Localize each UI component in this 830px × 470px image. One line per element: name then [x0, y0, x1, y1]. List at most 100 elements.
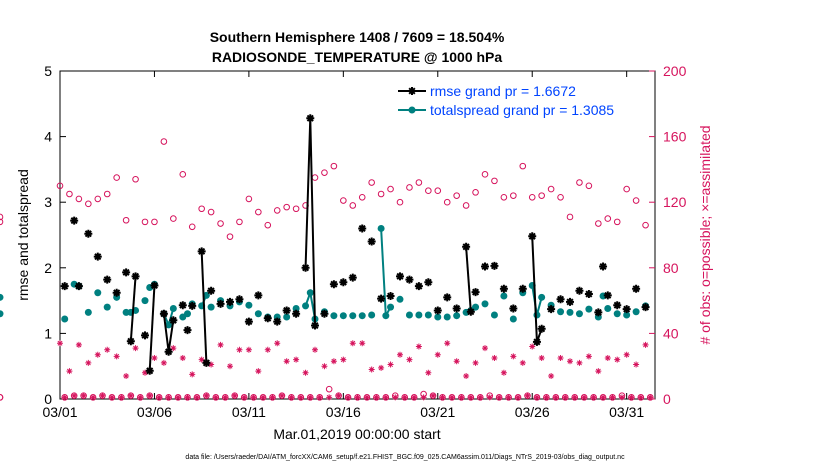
legend-spread-marker	[408, 106, 416, 114]
totalspread-point	[349, 312, 357, 320]
obs-possible-point	[160, 138, 168, 145]
obs-assimilated-point	[618, 394, 625, 401]
rmse-point	[490, 261, 499, 270]
rmse-point	[471, 288, 480, 297]
obs-assimilated-point	[420, 394, 427, 401]
obs-assimilated-point	[647, 394, 654, 401]
obs-possible-point	[368, 179, 375, 186]
obs-possible-point	[528, 193, 536, 201]
obs-assimilated-point	[146, 392, 153, 399]
obs-assimilated-point	[137, 394, 144, 401]
rmse-point	[632, 284, 641, 293]
obs-assimilated-point	[600, 394, 607, 401]
totalspread-point	[330, 312, 338, 320]
totalspread-point	[292, 304, 300, 312]
obs-assimilated-point	[382, 394, 389, 401]
obs-assimilated-point	[359, 340, 366, 347]
rmse-point	[462, 242, 471, 251]
obs-possible-point	[453, 192, 460, 199]
obs-possible-point	[595, 220, 602, 227]
y-left-tick-label: 1	[44, 325, 52, 341]
rmse-line-segment	[148, 285, 156, 371]
rmse-point	[320, 309, 329, 318]
obs-possible-point	[0, 394, 4, 401]
rmse-point	[622, 305, 631, 314]
obs-assimilated-point	[467, 394, 474, 401]
obs-possible-point	[632, 197, 640, 204]
totalspread-point	[533, 311, 541, 319]
y-left-tick-label: 0	[44, 391, 52, 407]
obs-possible-point	[623, 185, 630, 193]
obs-possible-point	[94, 195, 102, 203]
obs-assimilated-point	[345, 394, 352, 401]
obs-assimilated-point	[548, 373, 555, 380]
rmse-point	[254, 291, 263, 300]
x-tick-label: 03/01	[42, 404, 77, 420]
rmse-point	[311, 321, 319, 330]
obs-possible-point	[406, 184, 413, 191]
rmse-point	[358, 224, 367, 233]
obs-assimilated-point	[458, 394, 465, 401]
obs-assimilated-point	[378, 364, 385, 371]
obs-assimilated-point	[482, 345, 488, 352]
obs-assimilated-point	[581, 394, 588, 401]
obs-assimilated-point	[571, 394, 578, 401]
obs-assimilated-point	[392, 394, 399, 401]
obs-assimilated-point	[340, 356, 347, 363]
obs-assimilated-point	[434, 351, 441, 358]
rmse-point	[528, 232, 537, 241]
y-right-tick-label: 80	[663, 260, 679, 276]
obs-possible-point	[292, 205, 300, 213]
obs-assimilated-point	[274, 340, 281, 347]
obs-assimilated-point	[515, 394, 522, 401]
obs-assimilated-point	[595, 368, 602, 375]
obs-possible-point	[519, 162, 527, 170]
totalspread-point	[0, 310, 4, 318]
obs-assimilated-point	[529, 343, 536, 350]
obs-possible-point	[396, 198, 404, 206]
rmse-point	[518, 284, 527, 293]
obs-assimilated-point	[80, 392, 87, 399]
obs-possible-point	[547, 185, 555, 193]
obs-possible-point	[273, 207, 281, 214]
rmse-point	[348, 273, 357, 282]
rmse-point	[122, 268, 131, 277]
obs-assimilated-point	[425, 369, 432, 376]
rmse-point	[306, 114, 315, 123]
totalspread-point	[207, 303, 215, 311]
totalspread-point	[604, 304, 612, 312]
obs-possible-point	[56, 182, 64, 190]
obs-possible-point	[604, 215, 612, 222]
obs-assimilated-point	[349, 340, 356, 347]
totalspread-point	[500, 292, 508, 300]
obs-possible-point	[472, 189, 479, 196]
obs-assimilated-point	[250, 394, 257, 401]
rmse-point	[112, 288, 121, 297]
obs-assimilated-point	[85, 359, 92, 366]
obs-assimilated-point	[156, 394, 163, 401]
obs-possible-point	[264, 221, 272, 229]
obs-possible-point	[179, 171, 187, 178]
obs-assimilated-point	[486, 394, 493, 401]
obs-assimilated-point	[609, 394, 616, 401]
obs-assimilated-point	[189, 371, 196, 378]
obs-assimilated-point	[567, 358, 573, 365]
obs-assimilated-point	[99, 392, 106, 399]
obs-assimilated-point	[543, 394, 550, 401]
obs-assimilated-point	[444, 340, 451, 347]
plot-area: 03/01 03/06 03/11 03/16 03/21 03/26 03/31 0 1 2 3 4…	[0, 63, 687, 420]
rmse-point	[641, 303, 650, 312]
obs-assimilated-point	[406, 356, 413, 363]
rmse-point	[594, 308, 603, 317]
obs-assimilated-point	[623, 351, 630, 358]
obs-assimilated-point	[198, 356, 205, 363]
obs-assimilated-point	[519, 359, 526, 366]
obs-assimilated-point	[231, 392, 238, 399]
rmse-point	[405, 275, 414, 284]
obs-assimilated-point	[505, 394, 512, 401]
rmse-point	[202, 358, 211, 367]
obs-possible-point	[443, 198, 451, 206]
totalspread-point	[165, 321, 173, 329]
legend-rmse-asterisk	[408, 87, 416, 95]
obs-possible-point	[377, 190, 385, 198]
